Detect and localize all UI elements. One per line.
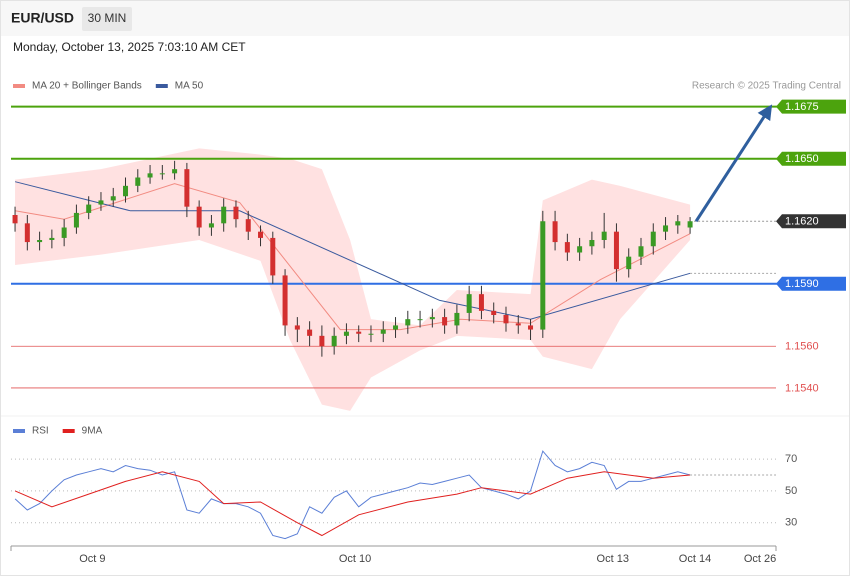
candle-body (564, 242, 570, 253)
x-tick-label: Oct 26 (744, 553, 776, 565)
candle-body (503, 315, 509, 324)
header-bar (1, 1, 849, 36)
candle-body (638, 246, 644, 257)
candle-body (675, 221, 681, 226)
legend-swatch (13, 84, 25, 88)
timeframe[interactable]: 30 MIN (88, 11, 127, 25)
candle-body (405, 319, 411, 326)
candle-body (319, 335, 325, 347)
candle-body (343, 331, 349, 336)
candle-body (368, 333, 374, 335)
legend-label: RSI (32, 426, 49, 437)
candle-body (601, 231, 607, 240)
candle-body (196, 206, 202, 228)
candle-body (258, 231, 264, 238)
legend-swatch (13, 429, 25, 433)
level-label-box (776, 151, 846, 166)
candle-body (626, 256, 632, 270)
timeframe-badge[interactable] (82, 7, 132, 31)
candle-body (393, 325, 399, 330)
candle-body (221, 206, 227, 224)
level-label: 1.1590 (785, 278, 819, 290)
candle-body (49, 237, 55, 240)
forecast-arrow (694, 104, 773, 223)
candle-body (294, 325, 300, 330)
legend-label: MA 20 + Bollinger Bands (32, 81, 142, 92)
candle-body (37, 240, 43, 243)
candle-body (307, 329, 313, 336)
candle-body (589, 240, 595, 247)
candle-body (123, 185, 129, 197)
datetime: Monday, October 13, 2025 7:03:10 AM CET (13, 40, 246, 54)
candle-body (613, 231, 619, 270)
candle-body (552, 221, 558, 243)
y-tick-label: 70 (785, 453, 797, 465)
level-label: 1.1560 (785, 341, 819, 353)
legend-swatch (62, 429, 75, 433)
level-label-box (776, 214, 846, 229)
candle-body (650, 231, 656, 247)
x-tick-label: Oct 9 (79, 553, 105, 565)
candle-body (577, 246, 583, 253)
ma-line (15, 183, 691, 331)
level-label: 1.1620 (785, 216, 819, 228)
candle-body (24, 223, 30, 243)
candle-body (270, 237, 276, 276)
candle-body (331, 335, 337, 347)
candle-body (417, 319, 423, 321)
candle-body (687, 221, 693, 228)
candle-body (98, 200, 104, 205)
candle-body (528, 325, 534, 330)
candle-body (233, 206, 239, 220)
level-label: 1.1540 (785, 382, 819, 394)
candle-body (478, 294, 484, 311)
candle-body (86, 204, 92, 213)
candle-body (429, 317, 435, 320)
y-tick-label: 30 (785, 517, 797, 529)
level-label-box (776, 99, 846, 114)
level-label: 1.1675 (785, 101, 819, 113)
candle-body (172, 169, 178, 174)
symbol: EUR/USD (11, 10, 74, 26)
indicator-line (14, 450, 691, 540)
level-label: 1.1650 (785, 153, 819, 165)
x-tick-label: Oct 14 (679, 553, 711, 565)
candle-body (73, 212, 79, 228)
y-tick-label: 50 (785, 485, 797, 497)
candle-body (184, 169, 190, 207)
legend-label: 9MA (82, 426, 103, 437)
candle-body (282, 275, 288, 326)
legend-swatch (155, 84, 168, 88)
candle-body (12, 215, 18, 224)
candle-body (380, 329, 386, 334)
bollinger-band (15, 148, 691, 411)
candle-body (208, 223, 214, 228)
candle-body (61, 227, 67, 238)
candle-body (663, 225, 669, 232)
candle-body (540, 221, 546, 330)
x-tick-label: Oct 13 (597, 553, 629, 565)
candle-body (135, 177, 141, 186)
legend-label: MA 50 (175, 81, 204, 92)
x-tick-label: Oct 10 (339, 553, 371, 565)
candle-body (159, 173, 165, 175)
candle-body (515, 323, 521, 326)
candle-body (466, 294, 472, 313)
indicator-line (14, 471, 691, 537)
candle-body (356, 331, 362, 334)
candle-body (147, 173, 153, 178)
credit: Research © 2025 Trading Central (692, 81, 841, 92)
candle-body (245, 219, 251, 232)
candle-body (491, 310, 497, 315)
candle-body (442, 317, 448, 326)
ma-line (14, 181, 691, 320)
candle-body (110, 196, 116, 201)
candle-body (454, 312, 460, 326)
level-label-box (776, 276, 846, 291)
